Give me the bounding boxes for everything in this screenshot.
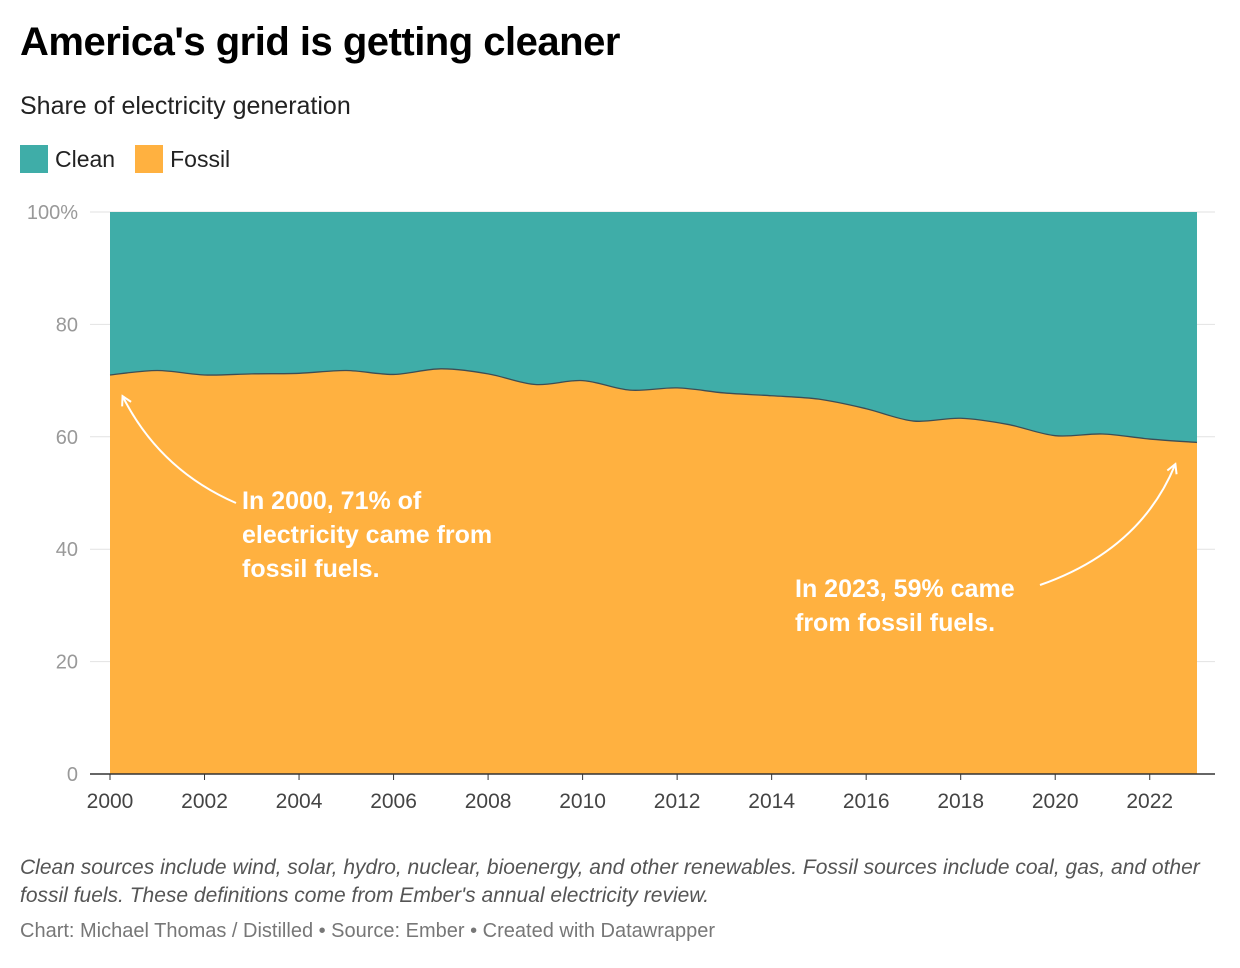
legend-item-fossil: Fossil — [135, 145, 230, 173]
area-fossil — [110, 368, 1197, 774]
x-tick-label: 2022 — [1126, 790, 1173, 813]
y-tick-label: 80 — [56, 314, 78, 336]
annotation-2023: In 2023, 59% came from fossil fuels. — [795, 575, 1022, 637]
annotation-2023-line-2: from fossil fuels. — [795, 609, 995, 637]
x-tick-label: 2008 — [465, 790, 512, 813]
y-tick-label: 100% — [27, 202, 78, 224]
x-tick-label: 2004 — [276, 790, 323, 813]
x-tick-label: 2002 — [181, 790, 228, 813]
legend-swatch-fossil — [135, 145, 164, 173]
x-tick-label: 2006 — [370, 790, 417, 813]
chart-notes: Clean sources include wind, solar, hydro… — [20, 856, 1200, 907]
chart-credits: Chart: Michael Thomas / Distilled • Sour… — [20, 920, 716, 942]
y-tick-label: 0 — [67, 764, 78, 786]
annotation-2000-line-1: In 2000, 71% of — [242, 487, 422, 515]
chart-subtitle: Share of electricity generation — [20, 92, 351, 120]
annotation-arrow-2000 — [123, 397, 237, 504]
annotations: In 2000, 71% of electricity came from fo… — [123, 397, 1175, 637]
legend-swatch-clean — [20, 145, 48, 173]
annotation-arrow-2023 — [1039, 465, 1175, 586]
annotation-2000-line-3: fossil fuels. — [242, 555, 380, 583]
x-tick-label: 2000 — [87, 790, 134, 813]
x-tick-label: 2010 — [559, 790, 606, 813]
y-tick-label: 20 — [56, 652, 78, 674]
areas — [109, 212, 1198, 774]
annotation-2000-line-2: electricity came from — [242, 521, 492, 549]
x-tick-label: 2014 — [748, 790, 795, 813]
boundary-line — [109, 368, 1198, 444]
legend-item-clean: Clean — [20, 145, 115, 173]
x-tick-label: 2020 — [1032, 790, 1079, 813]
y-tick-label: 60 — [56, 427, 78, 449]
axes: 100% 80 60 40 20 0 2000 2002 2004 2006 2008 2010 201… — [27, 202, 1215, 813]
area-chart: 100% 80 60 40 20 0 2000 2002 2004 2006 2008 2010 201… — [27, 202, 1215, 813]
x-tick-label: 2018 — [937, 790, 984, 813]
legend-label-clean: Clean — [55, 145, 116, 172]
legend: Clean Fossil — [20, 145, 250, 173]
annotation-2023-line-1: In 2023, 59% came — [795, 575, 1015, 603]
area-clean — [110, 212, 1197, 443]
legend-label-fossil: Fossil — [170, 145, 231, 172]
chart-title: America's grid is getting cleaner — [20, 20, 620, 64]
y-tick-label: 40 — [56, 539, 78, 561]
x-tick-label: 2016 — [843, 790, 890, 813]
x-tick-label: 2012 — [654, 790, 701, 813]
annotation-2000: In 2000, 71% of electricity came from fo… — [242, 487, 499, 583]
